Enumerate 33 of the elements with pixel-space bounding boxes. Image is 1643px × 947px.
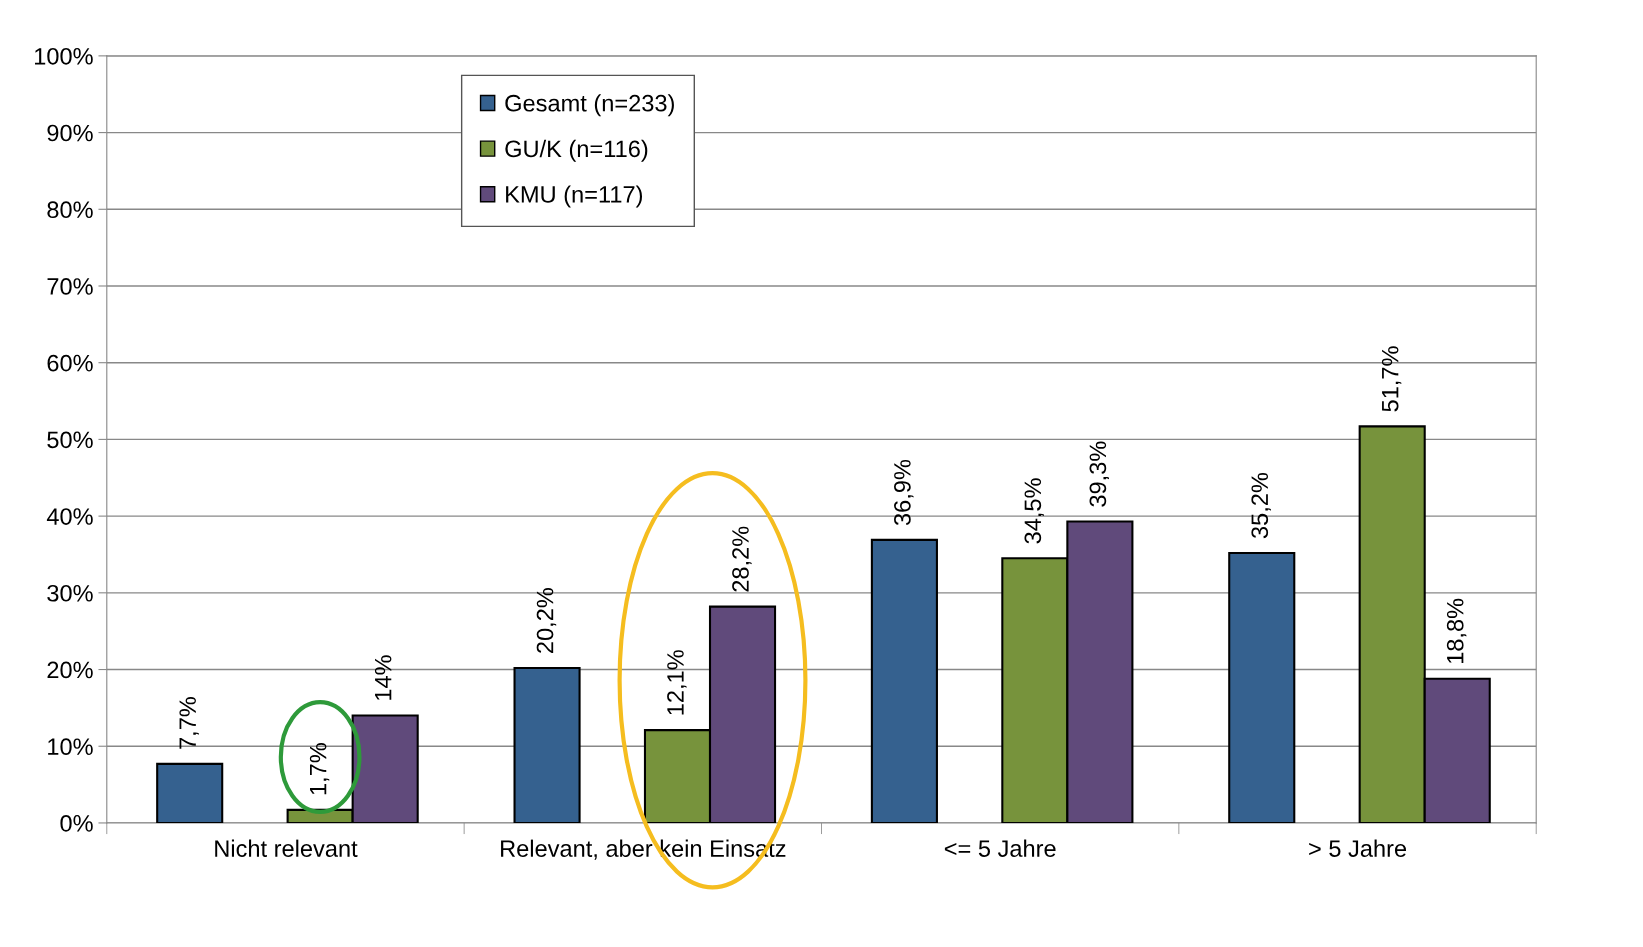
y-tick-label: 80%: [47, 201, 93, 219]
y-tick-label: 60%: [47, 354, 93, 372]
data-label: 18,8%: [1446, 598, 1467, 664]
y-tick-label: 10%: [48, 738, 93, 756]
y-tick-label: 70%: [47, 278, 93, 295]
x-tick-label: Nicht relevant: [215, 839, 358, 857]
bar: [870, 538, 938, 823]
y-tick-label: 100%: [35, 47, 93, 65]
legend-label: Gesamt (n=233): [505, 94, 674, 117]
data-label: 12,1%: [667, 650, 687, 715]
data-label: 1,7%: [309, 743, 330, 795]
y-tick-label: 50%: [47, 431, 93, 449]
bar: [156, 762, 224, 823]
y-tick-label: 90%: [47, 124, 93, 142]
bar: [513, 666, 581, 823]
y-tick-label: 30%: [47, 584, 93, 602]
data-label: 7,7%: [179, 697, 199, 749]
data-label: 39,3%: [1089, 441, 1109, 507]
legend-label: KMU (n=117): [506, 185, 643, 208]
x-tick-label: <= 5 Jahre: [944, 839, 1056, 857]
data-label: 35,2%: [1251, 472, 1271, 539]
data-label: 14%: [374, 655, 392, 700]
data-label: 36,9%: [894, 459, 914, 526]
x-tick-label: > 5 Jahre: [1309, 839, 1407, 857]
data-label: 34,5%: [1024, 478, 1044, 544]
y-tick-label: 40%: [46, 508, 93, 525]
data-label: 51,7%: [1381, 346, 1402, 412]
data-label: 20,2%: [536, 588, 557, 653]
bar: [1228, 551, 1296, 823]
legend-label: GU/K (n=116): [505, 139, 648, 162]
y-tick-label: 20%: [47, 661, 93, 679]
data-label: 28,2%: [732, 526, 752, 592]
y-tick-label: 0%: [60, 815, 93, 832]
